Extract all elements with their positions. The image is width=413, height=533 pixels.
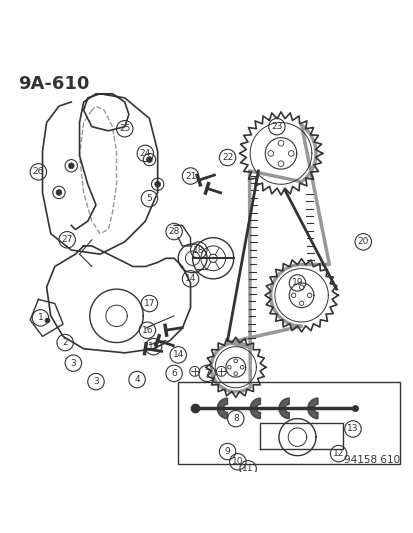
- Text: 27: 27: [62, 235, 73, 244]
- Wedge shape: [249, 398, 260, 418]
- Text: 19: 19: [291, 278, 302, 287]
- Text: 20: 20: [357, 237, 368, 246]
- Text: 3: 3: [70, 359, 76, 368]
- Circle shape: [68, 163, 74, 168]
- Text: 10: 10: [232, 457, 243, 466]
- Text: 12: 12: [332, 449, 344, 458]
- Text: 7: 7: [204, 369, 209, 378]
- Text: 18: 18: [192, 246, 204, 255]
- Text: 13: 13: [347, 424, 358, 433]
- Circle shape: [146, 157, 152, 163]
- Text: 5: 5: [146, 194, 152, 203]
- Text: 4: 4: [134, 375, 140, 384]
- Text: 28: 28: [168, 227, 179, 236]
- Text: 6: 6: [171, 369, 176, 378]
- Wedge shape: [307, 398, 317, 418]
- Text: 9A-610: 9A-610: [18, 75, 89, 93]
- Text: 14: 14: [172, 350, 183, 359]
- Text: 15: 15: [147, 342, 159, 351]
- Text: 1: 1: [38, 313, 43, 322]
- Text: 23: 23: [271, 122, 282, 131]
- Text: 24: 24: [139, 149, 151, 158]
- Text: 3: 3: [93, 377, 99, 386]
- Text: 21: 21: [185, 172, 196, 181]
- Text: 11: 11: [242, 464, 253, 473]
- Wedge shape: [278, 398, 289, 418]
- Circle shape: [154, 181, 160, 187]
- Wedge shape: [217, 398, 227, 418]
- Text: 9: 9: [224, 447, 230, 456]
- Circle shape: [56, 190, 62, 196]
- Text: 17: 17: [143, 299, 155, 308]
- Text: 25: 25: [119, 124, 130, 133]
- Text: 14: 14: [185, 274, 196, 284]
- Text: 94158 610: 94158 610: [343, 455, 399, 465]
- Text: 8: 8: [233, 414, 238, 423]
- Text: 22: 22: [221, 153, 233, 162]
- Text: 16: 16: [141, 326, 153, 335]
- Text: 2: 2: [62, 338, 68, 347]
- Text: 26: 26: [33, 167, 44, 176]
